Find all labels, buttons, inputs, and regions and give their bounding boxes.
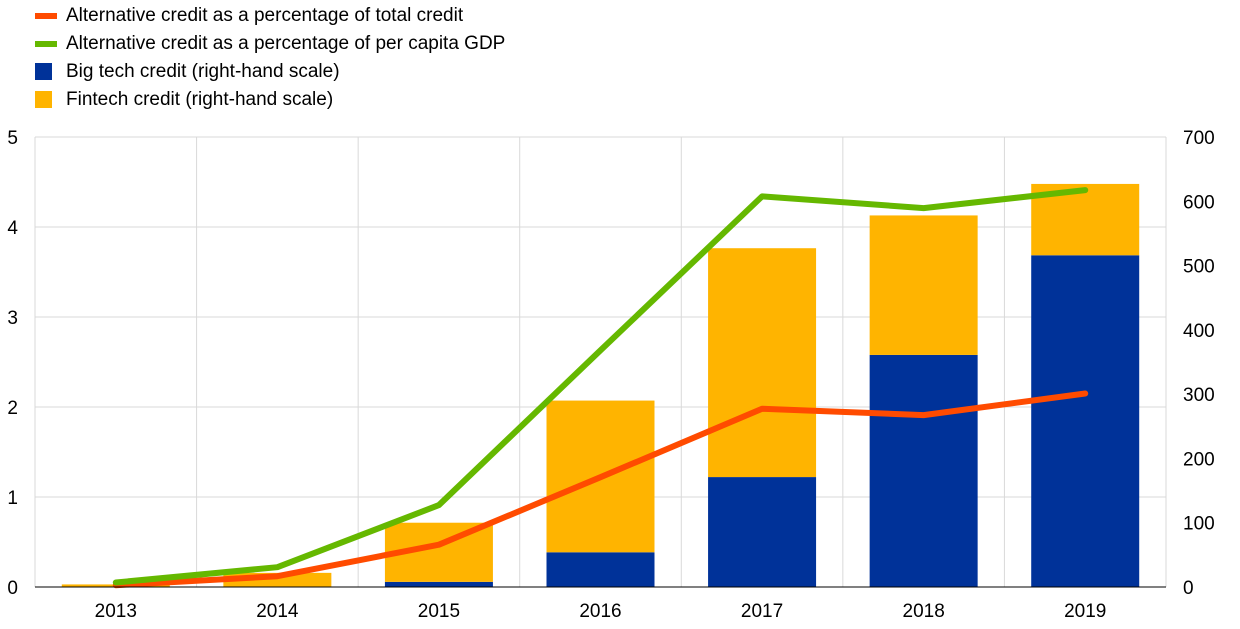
bar-fintech-2017 — [708, 248, 817, 478]
legend-swatch-bigtech — [35, 63, 52, 80]
legend-swatch-fintech — [35, 91, 52, 108]
legend-label-bigtech: Big tech credit (right-hand scale) — [66, 61, 340, 82]
y-right-tick-label: 200 — [1183, 449, 1215, 470]
y-left-tick-label: 1 — [7, 488, 18, 509]
y-left-tick-label: 0 — [7, 578, 18, 599]
y-left-tick-label: 5 — [7, 128, 18, 149]
y-right-tick-label: 100 — [1183, 514, 1215, 535]
bar-bigtech-2018 — [869, 354, 978, 587]
y-right-tick-label: 400 — [1183, 321, 1215, 342]
x-tick-label: 2017 — [741, 601, 783, 622]
y-left-tick-label: 4 — [7, 218, 18, 239]
bar-bigtech-2017 — [708, 477, 817, 587]
legend-label-gdp: Alternative credit as a percentage of pe… — [66, 33, 506, 54]
y-left-tick-label: 2 — [7, 398, 18, 419]
y-right-tick-label: 600 — [1183, 192, 1215, 213]
line-gdp — [112, 187, 1089, 586]
bar-bigtech-2015 — [384, 581, 493, 587]
bar-bigtech-2016 — [546, 552, 655, 587]
line-total-credit — [112, 390, 1089, 589]
x-tick-label: 2015 — [418, 601, 460, 622]
legend-label-total-credit: Alternative credit as a percentage of to… — [66, 5, 464, 26]
bar-bigtech-2019 — [1031, 255, 1140, 588]
y-right-tick-label: 500 — [1183, 257, 1215, 278]
x-tick-label: 2018 — [903, 601, 945, 622]
x-tick-label: 2016 — [579, 601, 621, 622]
y-left-tick-label: 3 — [7, 308, 18, 329]
x-tick-label: 2019 — [1064, 601, 1106, 622]
y-right-tick-label: 0 — [1183, 578, 1194, 599]
x-tick-label: 2013 — [95, 601, 137, 622]
legend-swatch-total-credit — [35, 13, 57, 19]
legend-item-bigtech: Big tech credit (right-hand scale) — [32, 59, 505, 87]
legend-item-total-credit: Alternative credit as a percentage of to… — [32, 3, 505, 31]
legend-item-gdp: Alternative credit as a percentage of pe… — [32, 31, 505, 59]
bar-fintech-2018 — [869, 215, 978, 355]
y-right-tick-label: 700 — [1183, 128, 1215, 149]
legend-swatch-gdp — [35, 41, 57, 47]
y-right-tick-label: 300 — [1183, 385, 1215, 406]
legend: Alternative credit as a percentage of to… — [32, 3, 505, 115]
x-tick-label: 2014 — [256, 601, 299, 622]
legend-label-fintech: Fintech credit (right-hand scale) — [66, 89, 334, 110]
legend-item-fintech: Fintech credit (right-hand scale) — [32, 87, 505, 115]
